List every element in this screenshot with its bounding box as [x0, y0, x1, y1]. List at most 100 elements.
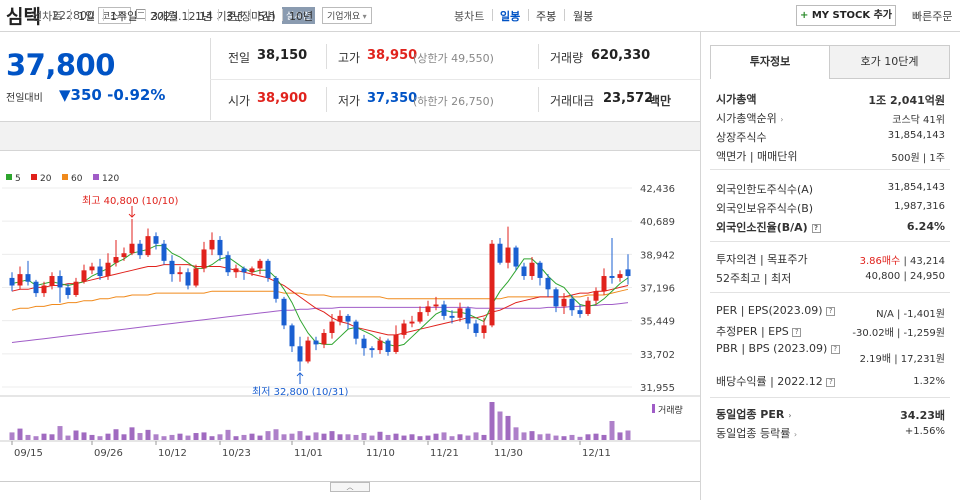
candle-body [585, 300, 591, 314]
par-value-label: 액면가 | 매매단위 [716, 150, 798, 163]
mystock-label: MY STOCK 추가 [811, 10, 893, 21]
candle-daily[interactable]: 일봉 [500, 10, 521, 23]
chart-resize-handle[interactable]: ︿ [330, 482, 370, 492]
period-1w[interactable]: 1주일 [110, 10, 138, 23]
chevron-right-icon[interactable]: › [788, 411, 792, 420]
high-value: 38,950 [367, 48, 418, 63]
volume-bar [201, 432, 207, 440]
period-1y[interactable]: 1년 [195, 10, 213, 23]
stock-name: 심텍 [6, 6, 41, 28]
divider [326, 87, 327, 112]
volume-bar [625, 430, 631, 440]
legend-swatch-20 [31, 174, 37, 180]
par-value-value: 500원 | 1주 [891, 153, 945, 164]
line-chart-label: 선차트 [32, 10, 63, 23]
company-overview-button[interactable]: 기업개요 ▾ [322, 7, 372, 24]
chevron-right-icon[interactable]: › [780, 115, 784, 124]
amount-value: 23,572 [603, 91, 654, 106]
candle-body [161, 243, 167, 261]
divider [700, 32, 701, 500]
volume-bar [257, 435, 263, 440]
candle-body [273, 277, 279, 299]
candle-body [393, 334, 399, 352]
volume-bar [297, 431, 303, 440]
candle-body [105, 262, 111, 277]
volume-bar [617, 432, 623, 440]
candle-body [417, 312, 423, 322]
candle-body [217, 239, 223, 256]
chevron-right-icon[interactable]: › [793, 430, 798, 439]
sector-per-label: 동일업종 PER › [716, 406, 792, 422]
volume-bar [465, 435, 471, 440]
candle-body [169, 260, 175, 275]
candle-body [49, 276, 55, 286]
help-icon[interactable]: ? [792, 327, 802, 337]
candle-body [529, 262, 535, 277]
help-icon[interactable]: ? [826, 306, 836, 316]
quick-order-link[interactable]: 빠른주문 [912, 10, 953, 23]
divider [710, 241, 950, 242]
tab-investment-info[interactable]: 투자정보 [710, 45, 830, 79]
price-chart[interactable]: 5 20 60 120 42,436 40,689 38,942 37,196 35,449 3… [0, 152, 700, 482]
volume-bar [433, 433, 439, 440]
listed-shares-value: 31,854,143 [887, 130, 945, 141]
sector-rate-label: 동일업종 등락률 › [716, 425, 797, 441]
scroll-track [0, 481, 700, 482]
lower-limit: (하한가 26,750) [413, 95, 494, 108]
period-10y[interactable]: 10년 [289, 10, 314, 23]
volume-bar [121, 434, 127, 440]
foreign-limit-value: 31,854,143 [887, 182, 945, 193]
candle-weekly[interactable]: 주봉 [536, 10, 557, 23]
volume-bar [113, 429, 119, 440]
period-3m[interactable]: 3개월 [151, 10, 179, 23]
period-3y[interactable]: 3년 [226, 10, 244, 23]
prev-close-value: 38,150 [257, 48, 308, 63]
change-percent: -0.92% [107, 86, 166, 104]
help-icon[interactable]: ? [811, 223, 821, 233]
dividend-value: 1.32% [913, 376, 945, 387]
volume-bar [577, 436, 583, 440]
realtime-button[interactable]: 실시간 [282, 7, 315, 24]
x-tick-label: 11/30 [494, 448, 523, 459]
tab-order-book[interactable]: 호가 10단계 [829, 45, 950, 79]
volume-bar [537, 434, 543, 440]
candle-body [593, 291, 599, 301]
volume-bar [97, 436, 103, 440]
candle-body [409, 321, 415, 324]
help-icon[interactable]: ? [826, 377, 836, 387]
volume-bar [137, 433, 143, 440]
company-overview-label: 기업개요 [327, 12, 361, 22]
candle-body [537, 262, 543, 278]
divider [188, 9, 189, 21]
volume-bar [73, 430, 79, 440]
volume-bar [473, 432, 479, 440]
legend-swatch-120 [93, 174, 99, 180]
candle-body [553, 289, 559, 307]
market-cap-label: 시가총액 [716, 93, 757, 106]
dividend-label: 배당수익률 | 2022.12 ? [716, 373, 836, 389]
help-icon[interactable]: ? [830, 344, 840, 354]
candle-body [305, 340, 311, 362]
divider [538, 87, 539, 112]
volume-bar [425, 435, 431, 440]
period-5y[interactable]: 5년 [258, 10, 276, 23]
candle-body [425, 306, 431, 313]
week52-value: 40,800 | 24,950 [865, 271, 945, 282]
volume-bar [481, 434, 487, 440]
volume-bar [369, 435, 375, 440]
x-tick-label: 09/15 [14, 448, 43, 459]
period-1d[interactable]: 1일 [78, 10, 96, 23]
volume-legend-swatch [652, 404, 655, 413]
stock-code: 222800 [52, 9, 94, 22]
volume-bar [153, 434, 159, 440]
x-tick-label: 11/10 [366, 448, 395, 459]
legend-label-20: 20 [40, 174, 52, 184]
candle-monthly[interactable]: 월봉 [573, 10, 594, 23]
volume-bar [521, 432, 527, 440]
ma5-line [11, 245, 629, 347]
volume-bar [513, 427, 519, 440]
volume-bar [105, 433, 111, 440]
mystock-add-button[interactable]: + MY STOCK 추가 [796, 5, 896, 26]
volume-bar [209, 436, 215, 440]
period-toolbar [0, 121, 700, 151]
